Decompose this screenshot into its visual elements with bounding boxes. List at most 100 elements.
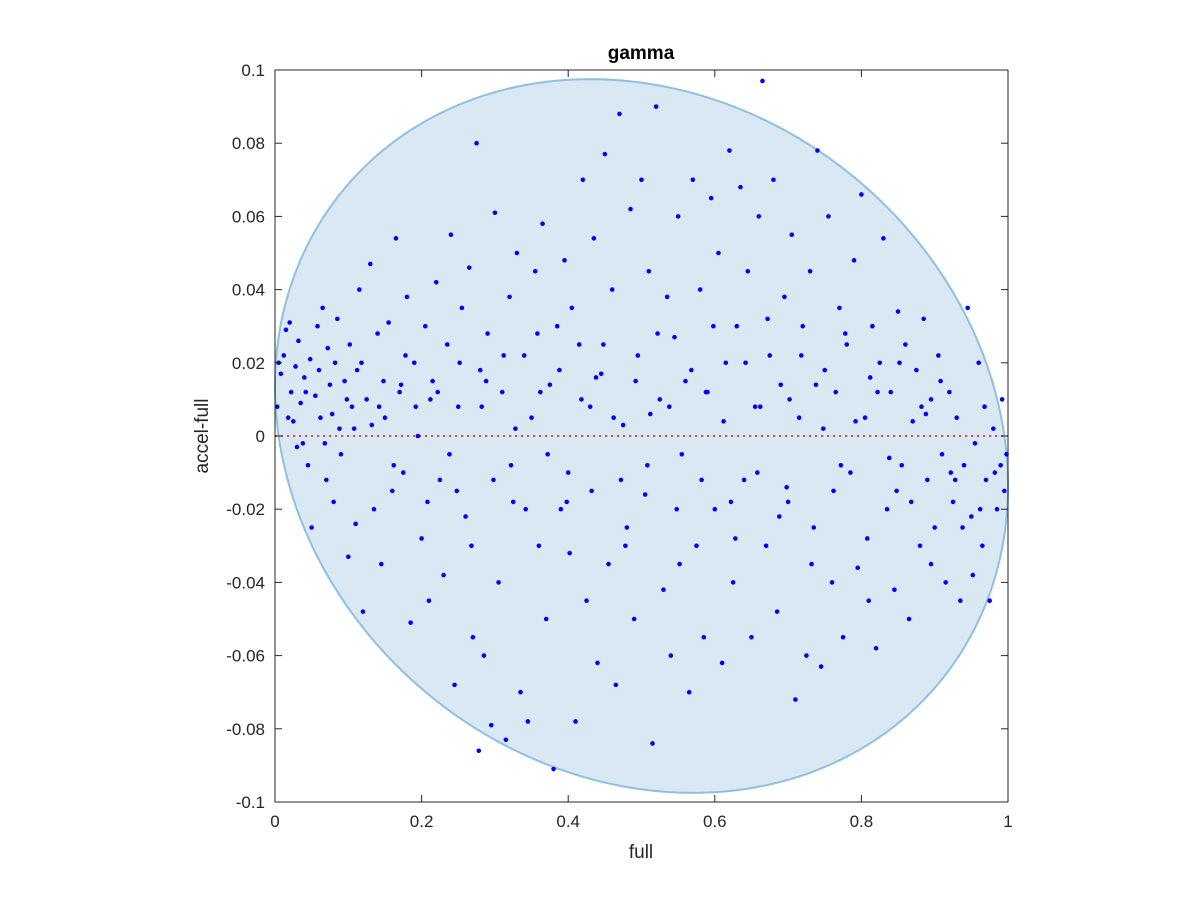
- data-point: [809, 561, 814, 567]
- data-point: [397, 389, 402, 395]
- data-point: [481, 653, 487, 658]
- data-point: [738, 184, 743, 190]
- data-point: [476, 748, 482, 754]
- data-point: [287, 320, 292, 325]
- data-point: [444, 342, 450, 347]
- data-point: [278, 371, 284, 377]
- data-point: [862, 415, 868, 421]
- data-point: [928, 397, 934, 402]
- data-point: [404, 294, 410, 300]
- data-point: [914, 367, 919, 373]
- data-point: [398, 382, 404, 388]
- data-point: [939, 452, 945, 457]
- data-point: [584, 598, 589, 603]
- data-point: [281, 353, 287, 358]
- data-point: [674, 506, 679, 512]
- data-point: [727, 148, 732, 153]
- data-point: [798, 353, 804, 358]
- data-point: [466, 265, 472, 270]
- data-point: [708, 195, 714, 201]
- data-point: [778, 382, 784, 388]
- data-point: [554, 323, 560, 329]
- data-point: [958, 598, 963, 603]
- data-point: [274, 404, 280, 410]
- data-point: [344, 397, 350, 402]
- data-point: [496, 580, 501, 585]
- data-point: [565, 470, 571, 475]
- data-point: [389, 488, 395, 494]
- data-point: [743, 360, 748, 366]
- data-point: [650, 741, 655, 746]
- data-point: [602, 151, 608, 157]
- data-point: [771, 177, 776, 183]
- data-point: [400, 470, 406, 475]
- data-point: [457, 360, 463, 366]
- data-point: [853, 419, 858, 424]
- data-point: [948, 470, 954, 475]
- data-point: [855, 565, 861, 571]
- data-point: [804, 653, 809, 658]
- y-tick-label: 0.02: [232, 354, 265, 373]
- data-point: [507, 294, 512, 300]
- data-point: [777, 514, 782, 519]
- data-point: [917, 543, 923, 549]
- data-point: [987, 598, 992, 603]
- data-point: [712, 506, 718, 512]
- data-point: [606, 561, 611, 567]
- data-point: [359, 360, 364, 366]
- data-point: [628, 206, 633, 212]
- data-point: [633, 378, 638, 384]
- data-point: [441, 572, 446, 578]
- data-point: [338, 452, 344, 457]
- data-point: [403, 353, 408, 358]
- data-point: [448, 232, 454, 237]
- data-point: [535, 331, 540, 336]
- data-point: [701, 635, 707, 640]
- data-point: [491, 477, 496, 483]
- data-point: [419, 536, 424, 541]
- data-point: [892, 587, 897, 593]
- data-point: [822, 367, 828, 373]
- data-point: [908, 499, 914, 505]
- data-point: [844, 342, 850, 347]
- data-point: [415, 433, 421, 439]
- data-point: [910, 419, 916, 424]
- data-point: [818, 664, 824, 669]
- data-point: [283, 327, 289, 333]
- y-tick-label: 0.1: [241, 61, 265, 80]
- data-point: [983, 477, 989, 483]
- data-point: [694, 543, 699, 549]
- data-point: [327, 382, 333, 388]
- data-point: [454, 488, 460, 494]
- data-point: [976, 360, 981, 366]
- data-point: [426, 598, 432, 603]
- data-point: [820, 426, 826, 431]
- data-point: [351, 426, 357, 431]
- data-point: [703, 389, 709, 395]
- data-point: [833, 389, 839, 395]
- data-point: [906, 616, 912, 622]
- data-point: [877, 360, 883, 366]
- data-point: [899, 462, 905, 468]
- data-point: [925, 477, 930, 483]
- data-point: [667, 404, 672, 410]
- data-point: [936, 353, 941, 358]
- data-point: [513, 426, 518, 431]
- data-point: [305, 462, 311, 468]
- data-point: [894, 488, 899, 494]
- data-point: [425, 499, 430, 505]
- data-point: [675, 214, 681, 219]
- data-point: [755, 470, 760, 475]
- data-point: [408, 620, 413, 625]
- data-point: [589, 488, 594, 494]
- data-point: [796, 415, 802, 421]
- data-point: [360, 609, 366, 614]
- data-point: [611, 415, 616, 421]
- data-point: [573, 719, 578, 724]
- data-point: [683, 378, 688, 384]
- data-point: [668, 653, 674, 658]
- data-point: [433, 279, 439, 285]
- data-point: [807, 269, 813, 274]
- y-tick-label: 0.04: [232, 281, 265, 300]
